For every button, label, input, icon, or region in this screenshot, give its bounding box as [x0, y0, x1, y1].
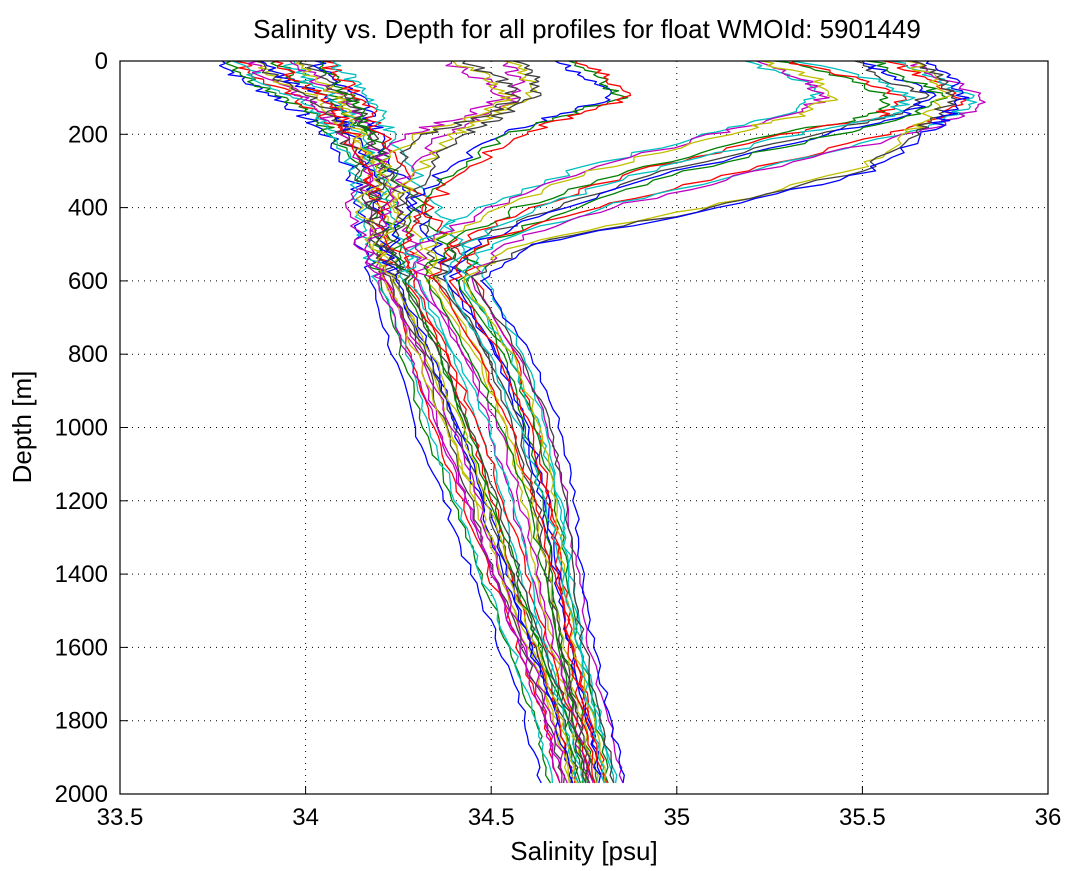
profiles: [218, 60, 986, 784]
y-axis-label: Depth [m]: [7, 371, 37, 484]
profile-line: [371, 60, 570, 784]
y-tick-label: 600: [68, 268, 108, 295]
profile-line: [271, 60, 576, 784]
profile-line: [480, 60, 970, 784]
x-tick-label: 34.5: [468, 804, 515, 831]
chart-title: Salinity vs. Depth for all profiles for …: [253, 14, 921, 44]
profile-line: [470, 60, 959, 784]
profile-line: [432, 60, 930, 784]
x-axis-label: Salinity [psu]: [510, 836, 657, 866]
profile-line: [399, 60, 822, 784]
y-tick-label: 200: [68, 121, 108, 148]
profile-line: [233, 60, 561, 784]
y-tick-label: 1400: [55, 561, 108, 588]
profile-line: [260, 60, 574, 784]
profile-line: [461, 60, 978, 784]
profile-line: [423, 60, 839, 784]
y-tick-label: 1600: [55, 634, 108, 661]
profile-line: [344, 60, 568, 784]
profile-line: [247, 60, 563, 784]
profile-line: [402, 60, 632, 784]
y-tick-label: 1200: [55, 488, 108, 515]
x-tick-label: 35.5: [839, 804, 886, 831]
profile-line: [423, 60, 891, 783]
profile-line: [364, 60, 561, 784]
x-tick-label: 35: [663, 804, 690, 831]
y-tick-label: 400: [68, 195, 108, 222]
y-tick-label: 1800: [55, 708, 108, 735]
profile-line: [391, 60, 629, 784]
profile-line: [457, 60, 948, 784]
x-tick-label: 33.5: [97, 804, 144, 831]
profile-line: [463, 60, 952, 784]
y-tick-label: 0: [95, 48, 108, 75]
profile-line: [381, 60, 612, 784]
y-tick-label: 800: [68, 341, 108, 368]
profile-line: [444, 60, 916, 784]
y-tick-label: 2000: [55, 781, 108, 808]
x-tick-label: 36: [1035, 804, 1062, 831]
x-tick-labels: 33.5 34 34.5 35 35.5 36: [97, 786, 1062, 831]
y-tick-labels: 0 200 400 600 800 1000 1200 1400 1600 1800 2000: [55, 48, 128, 808]
profile-line: [355, 60, 578, 784]
profile-line: [364, 60, 587, 784]
y-tick-label: 1000: [55, 415, 108, 442]
x-tick-label: 34: [292, 804, 319, 831]
